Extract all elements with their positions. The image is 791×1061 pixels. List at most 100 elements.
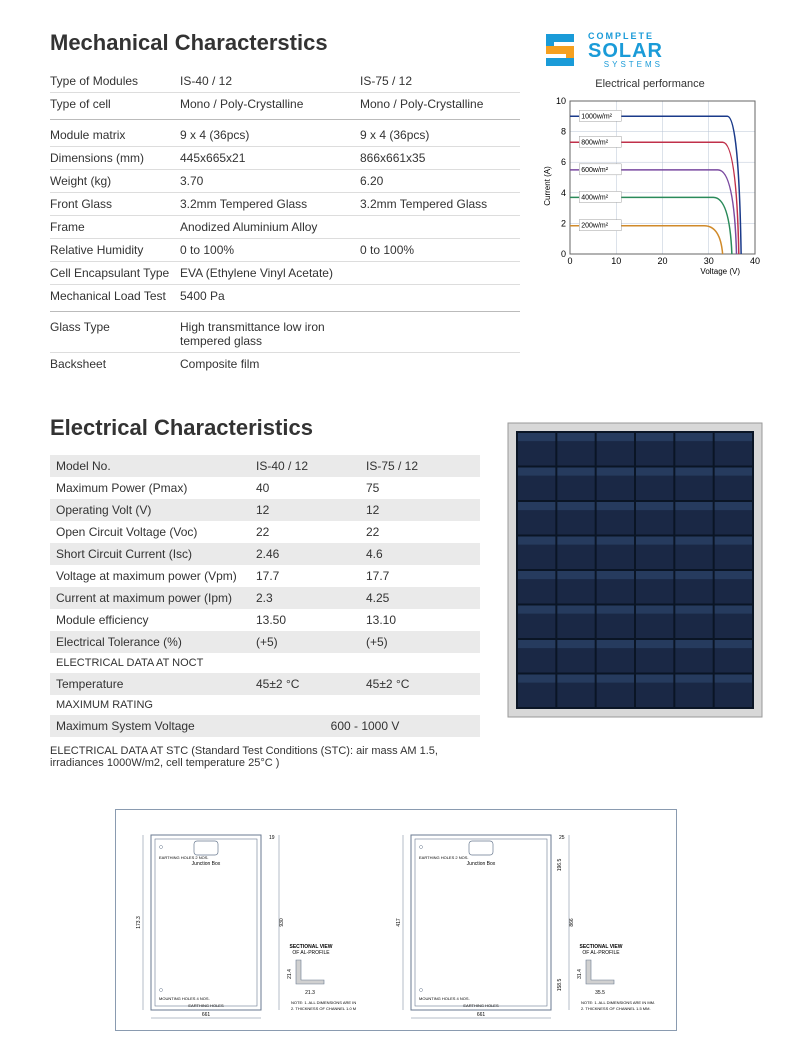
- mech-row: Front Glass3.2mm Tempered Glass3.2mm Tem…: [50, 193, 520, 216]
- mech-value-1: 445x665x21: [180, 151, 360, 165]
- elec-value-2: 75: [360, 477, 480, 499]
- svg-text:2: 2: [561, 218, 566, 228]
- svg-text:930: 930: [279, 918, 285, 927]
- elec-value-2: 12: [360, 499, 480, 521]
- elec-row: Model No.IS-40 / 12IS-75 / 12: [50, 455, 480, 477]
- svg-text:21.3: 21.3: [305, 990, 315, 996]
- svg-text:6: 6: [561, 157, 566, 167]
- svg-text:NOTE: 1. ALL DIMENSIONS ARE IN: NOTE: 1. ALL DIMENSIONS ARE IN MM.: [291, 1000, 356, 1005]
- stc-footnote: ELECTRICAL DATA AT STC (Standard Test Co…: [50, 745, 480, 769]
- svg-text:40: 40: [750, 256, 760, 266]
- mech-value-1: IS-40 / 12: [180, 74, 360, 88]
- chart-title: Electrical performance: [540, 78, 760, 90]
- elec-label: Temperature: [50, 673, 250, 695]
- svg-text:400w/m²: 400w/m²: [581, 194, 609, 201]
- elec-value-1: IS-40 / 12: [250, 455, 360, 477]
- svg-text:661: 661: [476, 1012, 485, 1018]
- mech-value-1: 3.70: [180, 174, 360, 188]
- svg-text:31.4: 31.4: [577, 969, 583, 979]
- electrical-characteristics: Electrical Characteristics Model No.IS-4…: [50, 415, 480, 769]
- svg-text:866: 866: [569, 918, 575, 927]
- svg-text:30: 30: [704, 256, 714, 266]
- elec-value-2: 4.6: [360, 543, 480, 565]
- mech-value-2: 0 to 100%: [360, 243, 520, 257]
- svg-text:200w/m²: 200w/m²: [581, 223, 609, 230]
- logo-text-solar: SOLAR: [588, 41, 663, 61]
- svg-text:Voltage (V): Voltage (V): [700, 267, 740, 276]
- mech-row: Glass TypeHigh transmittance low iron te…: [50, 316, 520, 353]
- elec-value-1: (+5): [250, 631, 360, 653]
- mech-row: Weight (kg)3.706.20: [50, 170, 520, 193]
- svg-text:10: 10: [556, 96, 566, 106]
- svg-text:19: 19: [269, 835, 275, 841]
- company-logo: COMPLETE SOLAR SYSTEMS: [540, 30, 760, 70]
- mech-value-2: 866x661x35: [360, 151, 520, 165]
- mech-row: BacksheetComposite film: [50, 353, 520, 375]
- elec-label: Short Circuit Current (Isc): [50, 543, 250, 565]
- elec-row: Maximum System Voltage600 - 1000 V: [50, 715, 480, 737]
- elec-value-center: 600 - 1000 V: [250, 715, 480, 737]
- mech-value-1: 5400 Pa: [180, 289, 360, 303]
- elec-value-2: 17.7: [360, 565, 480, 587]
- svg-text:Current (A): Current (A): [543, 166, 552, 206]
- mech-row: Module matrix9 x 4 (36pcs)9 x 4 (36pcs): [50, 124, 520, 147]
- elec-value-1: 2.3: [250, 587, 360, 609]
- elec-row: Open Circuit Voltage (Voc)2222: [50, 521, 480, 543]
- svg-text:196.5: 196.5: [557, 859, 563, 872]
- svg-text:EARTHING HOLES 2 NOS.: EARTHING HOLES 2 NOS.: [419, 855, 469, 860]
- elec-label: Operating Volt (V): [50, 499, 250, 521]
- mech-value-1: 3.2mm Tempered Glass: [180, 197, 360, 211]
- svg-text:MOUNTING HOLES 4 NOS.: MOUNTING HOLES 4 NOS.: [159, 996, 210, 1001]
- mech-label: Front Glass: [50, 197, 180, 211]
- elec-label: Module efficiency: [50, 609, 250, 631]
- svg-text:EARTHING HOLES 2 NOS.: EARTHING HOLES 2 NOS.: [159, 855, 209, 860]
- mech-value-1: Composite film: [180, 357, 360, 371]
- svg-text:20: 20: [657, 256, 667, 266]
- mech-row: Mechanical Load Test5400 Pa: [50, 285, 520, 307]
- svg-text:0: 0: [561, 249, 566, 259]
- mech-value-1: 0 to 100%: [180, 243, 360, 257]
- elec-label: Electrical Tolerance (%): [50, 631, 250, 653]
- mech-label: Type of Modules: [50, 74, 180, 88]
- mech-value-1: Mono / Poly-Crystalline: [180, 97, 360, 111]
- elec-row: Operating Volt (V)1212: [50, 499, 480, 521]
- elec-value-1: 40: [250, 477, 360, 499]
- svg-text:158.5: 158.5: [557, 979, 563, 992]
- mech-row: Relative Humidity0 to 100%0 to 100%: [50, 239, 520, 262]
- elec-label: Model No.: [50, 455, 250, 477]
- svg-text:4: 4: [561, 188, 566, 198]
- mechanical-characteristics: Mechanical Characterstics Type of Module…: [50, 30, 520, 375]
- mech-row: Type of ModulesIS-40 / 12IS-75 / 12: [50, 70, 520, 93]
- svg-text:800w/m²: 800w/m²: [581, 139, 609, 146]
- mechanical-title: Mechanical Characterstics: [50, 30, 520, 56]
- elec-label: Voltage at maximum power (Vpm): [50, 565, 250, 587]
- elec-label: Current at maximum power (Ipm): [50, 587, 250, 609]
- mech-value-2: IS-75 / 12: [360, 74, 520, 88]
- elec-row: Temperature45±2 °C45±2 °C: [50, 673, 480, 695]
- elec-value-2: (+5): [360, 631, 480, 653]
- elec-row: Short Circuit Current (Isc)2.464.6: [50, 543, 480, 565]
- elec-value-2: IS-75 / 12: [360, 455, 480, 477]
- elec-row: Voltage at maximum power (Vpm)17.717.7: [50, 565, 480, 587]
- svg-text:EARTHING HOLES: EARTHING HOLES: [463, 1003, 499, 1008]
- mech-row: Cell Encapsulant TypeEVA (Ethylene Vinyl…: [50, 262, 520, 285]
- mech-value-2: 3.2mm Tempered Glass: [360, 197, 520, 211]
- mech-label: Mechanical Load Test: [50, 289, 180, 303]
- elec-value-2: 4.25: [360, 587, 480, 609]
- mech-row: Dimensions (mm)445x665x21866x661x35: [50, 147, 520, 170]
- elec-label: Maximum Power (Pmax): [50, 477, 250, 499]
- svg-text:173.3: 173.3: [136, 916, 142, 929]
- svg-text:0: 0: [567, 256, 572, 266]
- mech-label: Module matrix: [50, 128, 180, 142]
- electrical-title: Electrical Characteristics: [50, 415, 480, 441]
- iv-curve-chart: 01020304002468101000w/m²800w/m²600w/m²40…: [540, 96, 760, 279]
- svg-text:2. THICKNESS OF CHANNEL 1.5 MM: 2. THICKNESS OF CHANNEL 1.5 MM.: [581, 1006, 651, 1011]
- svg-text:661: 661: [201, 1012, 210, 1018]
- svg-text:1000w/m²: 1000w/m²: [581, 113, 612, 120]
- elec-value-1: 2.46: [250, 543, 360, 565]
- elec-value-2: 13.10: [360, 609, 480, 631]
- elec-value-2: 22: [360, 521, 480, 543]
- elec-row: Maximum Power (Pmax)4075: [50, 477, 480, 499]
- logo-text-systems: SYSTEMS: [588, 61, 663, 69]
- mech-label: Backsheet: [50, 357, 180, 371]
